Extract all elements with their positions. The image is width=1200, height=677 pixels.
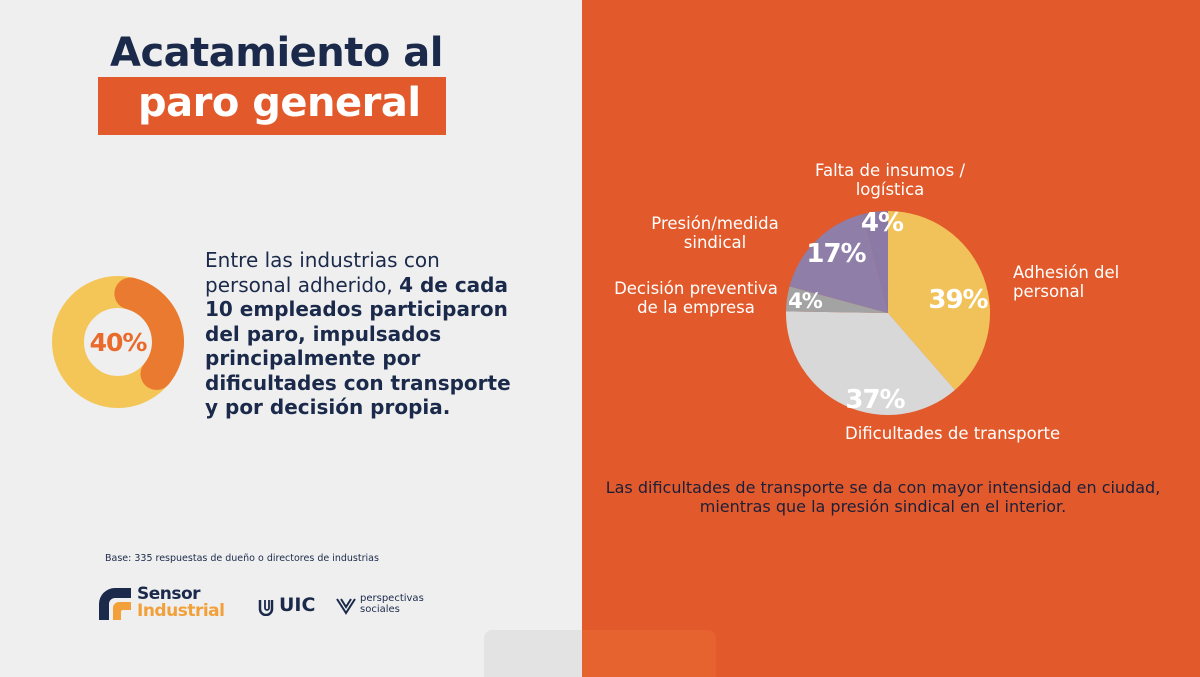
sensor-logo-line1: Sensor bbox=[137, 584, 201, 604]
pie-label-presion: Presión/medida sindical bbox=[651, 214, 779, 252]
chart-footnote: Las dificultades de transporte se da con… bbox=[605, 478, 1161, 516]
pie-slice-transporte bbox=[786, 311, 955, 416]
donut-value-arc bbox=[114, 277, 184, 390]
pie-slice-falta bbox=[862, 211, 888, 313]
bottom-tab bbox=[484, 630, 716, 677]
pie-chart: 39%37%4%17%4% bbox=[786, 208, 991, 416]
pie-label-decision: Decisión preventiva de la empresa bbox=[614, 279, 778, 317]
base-note: Base: 335 respuestas de dueño o director… bbox=[105, 553, 379, 564]
donut-value-label: 40% bbox=[89, 327, 148, 357]
summary-normal-text: Entre las industrias con personal adheri… bbox=[205, 248, 440, 297]
pie-slice-presion bbox=[789, 214, 888, 313]
perspectivas-logo-text: perspectivas sociales bbox=[360, 593, 424, 615]
pie-label-falta: Falta de insumos / logística bbox=[814, 161, 966, 199]
pie-value-label-falta: 4% bbox=[861, 208, 904, 238]
title-line-1: Acatamiento al bbox=[110, 30, 444, 76]
pie-label-transporte: Dificultades de transporte bbox=[845, 424, 1061, 443]
pie-label-adhesion: Adhesión del personal bbox=[1013, 263, 1120, 301]
perspectivas-line2: sociales bbox=[360, 604, 400, 615]
perspectivas-logo-icon bbox=[336, 598, 356, 615]
sensor-industrial-logo: Sensor Industrial bbox=[97, 584, 237, 624]
perspectivas-sociales-logo: perspectivas sociales bbox=[336, 592, 436, 622]
donut-svg bbox=[52, 276, 184, 408]
summary-bold-text: 4 de cada 10 empleados participaron del … bbox=[205, 272, 511, 420]
uic-logo: UIC bbox=[258, 594, 322, 620]
title-line-2: paro general bbox=[138, 80, 421, 126]
summary-paragraph: Entre las industrias con personal adheri… bbox=[205, 248, 525, 420]
pie-value-label-decision: 4% bbox=[788, 289, 823, 313]
pie-slice-decision bbox=[786, 286, 888, 313]
donut-chart: 40% bbox=[52, 276, 184, 408]
bottom-tab-right bbox=[582, 630, 716, 677]
pie-value-label-presion: 17% bbox=[806, 239, 866, 269]
sensor-logo-icon bbox=[99, 588, 131, 620]
bottom-tab-left bbox=[484, 630, 582, 677]
sensor-logo-line2: Industrial bbox=[137, 601, 225, 621]
pie-value-label-transporte: 37% bbox=[845, 385, 905, 415]
pie-slice-adhesion bbox=[888, 211, 991, 390]
pie-value-label-adhesion: 39% bbox=[928, 285, 988, 315]
title-highlight-box bbox=[98, 77, 446, 135]
uic-logo-icon bbox=[258, 600, 274, 616]
perspectivas-line1: perspectivas bbox=[360, 593, 424, 604]
uic-logo-text: UIC bbox=[279, 594, 316, 616]
